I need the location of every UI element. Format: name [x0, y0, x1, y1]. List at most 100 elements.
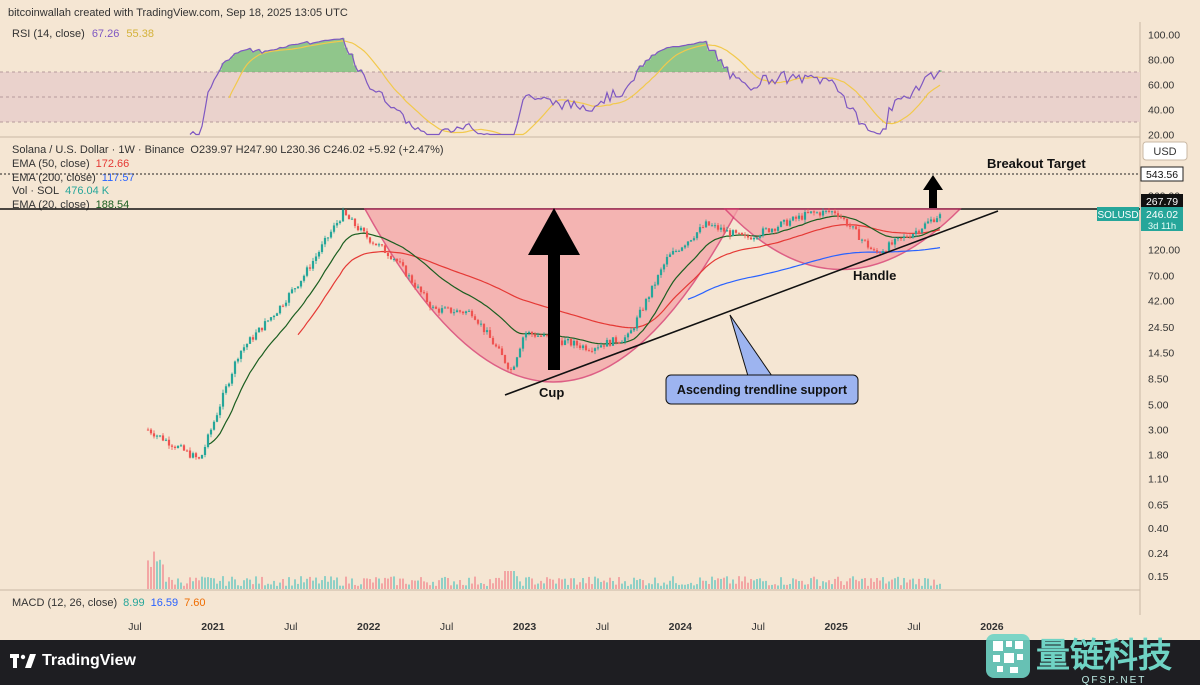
volume-bar — [522, 585, 524, 589]
candle-body — [380, 244, 384, 246]
volume-bar — [192, 581, 194, 589]
candle-body — [545, 334, 549, 336]
candle-body — [659, 269, 663, 276]
rsi-overbought-fill — [218, 38, 942, 72]
volume-bar — [162, 564, 164, 589]
volume-bar — [828, 580, 830, 589]
volume-bar — [786, 584, 788, 589]
candle-body — [713, 225, 717, 227]
candle-body — [254, 332, 258, 340]
volume-bar — [534, 584, 536, 589]
candle-body — [908, 237, 912, 239]
candle-body — [662, 264, 666, 270]
candle-body — [815, 212, 819, 214]
candle-body — [830, 211, 834, 213]
volume-bar — [147, 560, 149, 589]
candle-body — [896, 237, 900, 239]
candle-body — [308, 267, 312, 269]
candle-body — [542, 334, 546, 337]
volume-bar — [495, 577, 497, 589]
volume-bar — [465, 585, 467, 589]
volume-bar — [654, 577, 656, 589]
candle-body — [827, 210, 831, 212]
volume-bar — [375, 577, 377, 589]
candle-body — [689, 240, 693, 242]
volume-bar — [435, 585, 437, 589]
volume-bar — [672, 576, 674, 589]
candle-body — [599, 345, 603, 348]
candle-body — [371, 242, 375, 244]
candle-body — [734, 230, 738, 233]
candle-body — [197, 457, 201, 459]
candle-body — [401, 262, 405, 266]
volume-bar — [630, 584, 632, 589]
volume-bar — [513, 571, 515, 589]
ema50-line — [297, 224, 941, 336]
volume-bar — [405, 583, 407, 589]
currency-button[interactable] — [1142, 141, 1188, 161]
candle-body — [467, 310, 471, 312]
volume-bar — [180, 582, 182, 589]
volume-bar — [516, 576, 518, 589]
candle-body — [647, 297, 651, 299]
volume-bar — [390, 576, 392, 589]
price-tick-label: 0.65 — [1148, 499, 1169, 511]
volume-bar — [450, 585, 452, 589]
candle-body — [335, 223, 339, 226]
candle-body — [752, 237, 756, 240]
neckline-price-tag — [1141, 194, 1183, 208]
volume-bar — [396, 585, 398, 589]
volume-bar — [639, 578, 641, 589]
volume-bar — [159, 559, 161, 589]
callout-tail — [729, 314, 773, 377]
candle-body — [296, 286, 300, 289]
candle-body — [743, 234, 747, 236]
rsi-value: 67.26 — [92, 28, 120, 40]
candle-body — [917, 230, 921, 233]
candle-body — [407, 275, 411, 277]
rsi-tick-label: 40.00 — [1148, 105, 1174, 117]
volume-bar — [432, 581, 434, 589]
volume-bar — [447, 577, 449, 589]
target-price-label: 543.56 — [1146, 169, 1178, 181]
volume-bar — [183, 585, 185, 589]
candle-body — [344, 209, 348, 216]
volume-bar — [168, 577, 170, 589]
volume-bar — [249, 579, 251, 589]
last-price-tag — [1141, 207, 1183, 231]
time-axis-label: Jul — [596, 621, 609, 633]
candle-body — [608, 339, 612, 346]
volume-bar — [471, 583, 473, 589]
candle-body — [248, 337, 252, 344]
candle-body — [890, 242, 894, 245]
candle-body — [482, 323, 486, 333]
candle-body — [158, 435, 162, 437]
volume-bar — [387, 578, 389, 589]
volume-bar — [294, 579, 296, 589]
volume-bars — [147, 551, 941, 589]
candle-body — [317, 252, 321, 257]
volume-bar — [879, 580, 881, 589]
candle-body — [383, 245, 387, 253]
candle-body — [257, 327, 261, 333]
candle-body — [563, 340, 567, 345]
candle-body — [683, 245, 687, 248]
volume-bar — [870, 578, 872, 589]
candle-body — [773, 228, 777, 231]
candle-body — [842, 217, 846, 220]
volume-bar — [339, 585, 341, 589]
rsi-line — [189, 37, 941, 136]
volume-bar — [531, 578, 533, 589]
candle-body — [872, 249, 876, 251]
volume-bar — [594, 576, 596, 589]
volume-bar — [573, 578, 575, 589]
candle-body — [521, 337, 525, 349]
volume-bar — [588, 576, 590, 589]
candle-body — [203, 446, 207, 455]
volume-bar — [273, 580, 275, 589]
candle-body — [698, 227, 702, 233]
volume-bar — [927, 578, 929, 589]
candle-body — [596, 347, 600, 349]
handle-shape — [723, 208, 962, 271]
